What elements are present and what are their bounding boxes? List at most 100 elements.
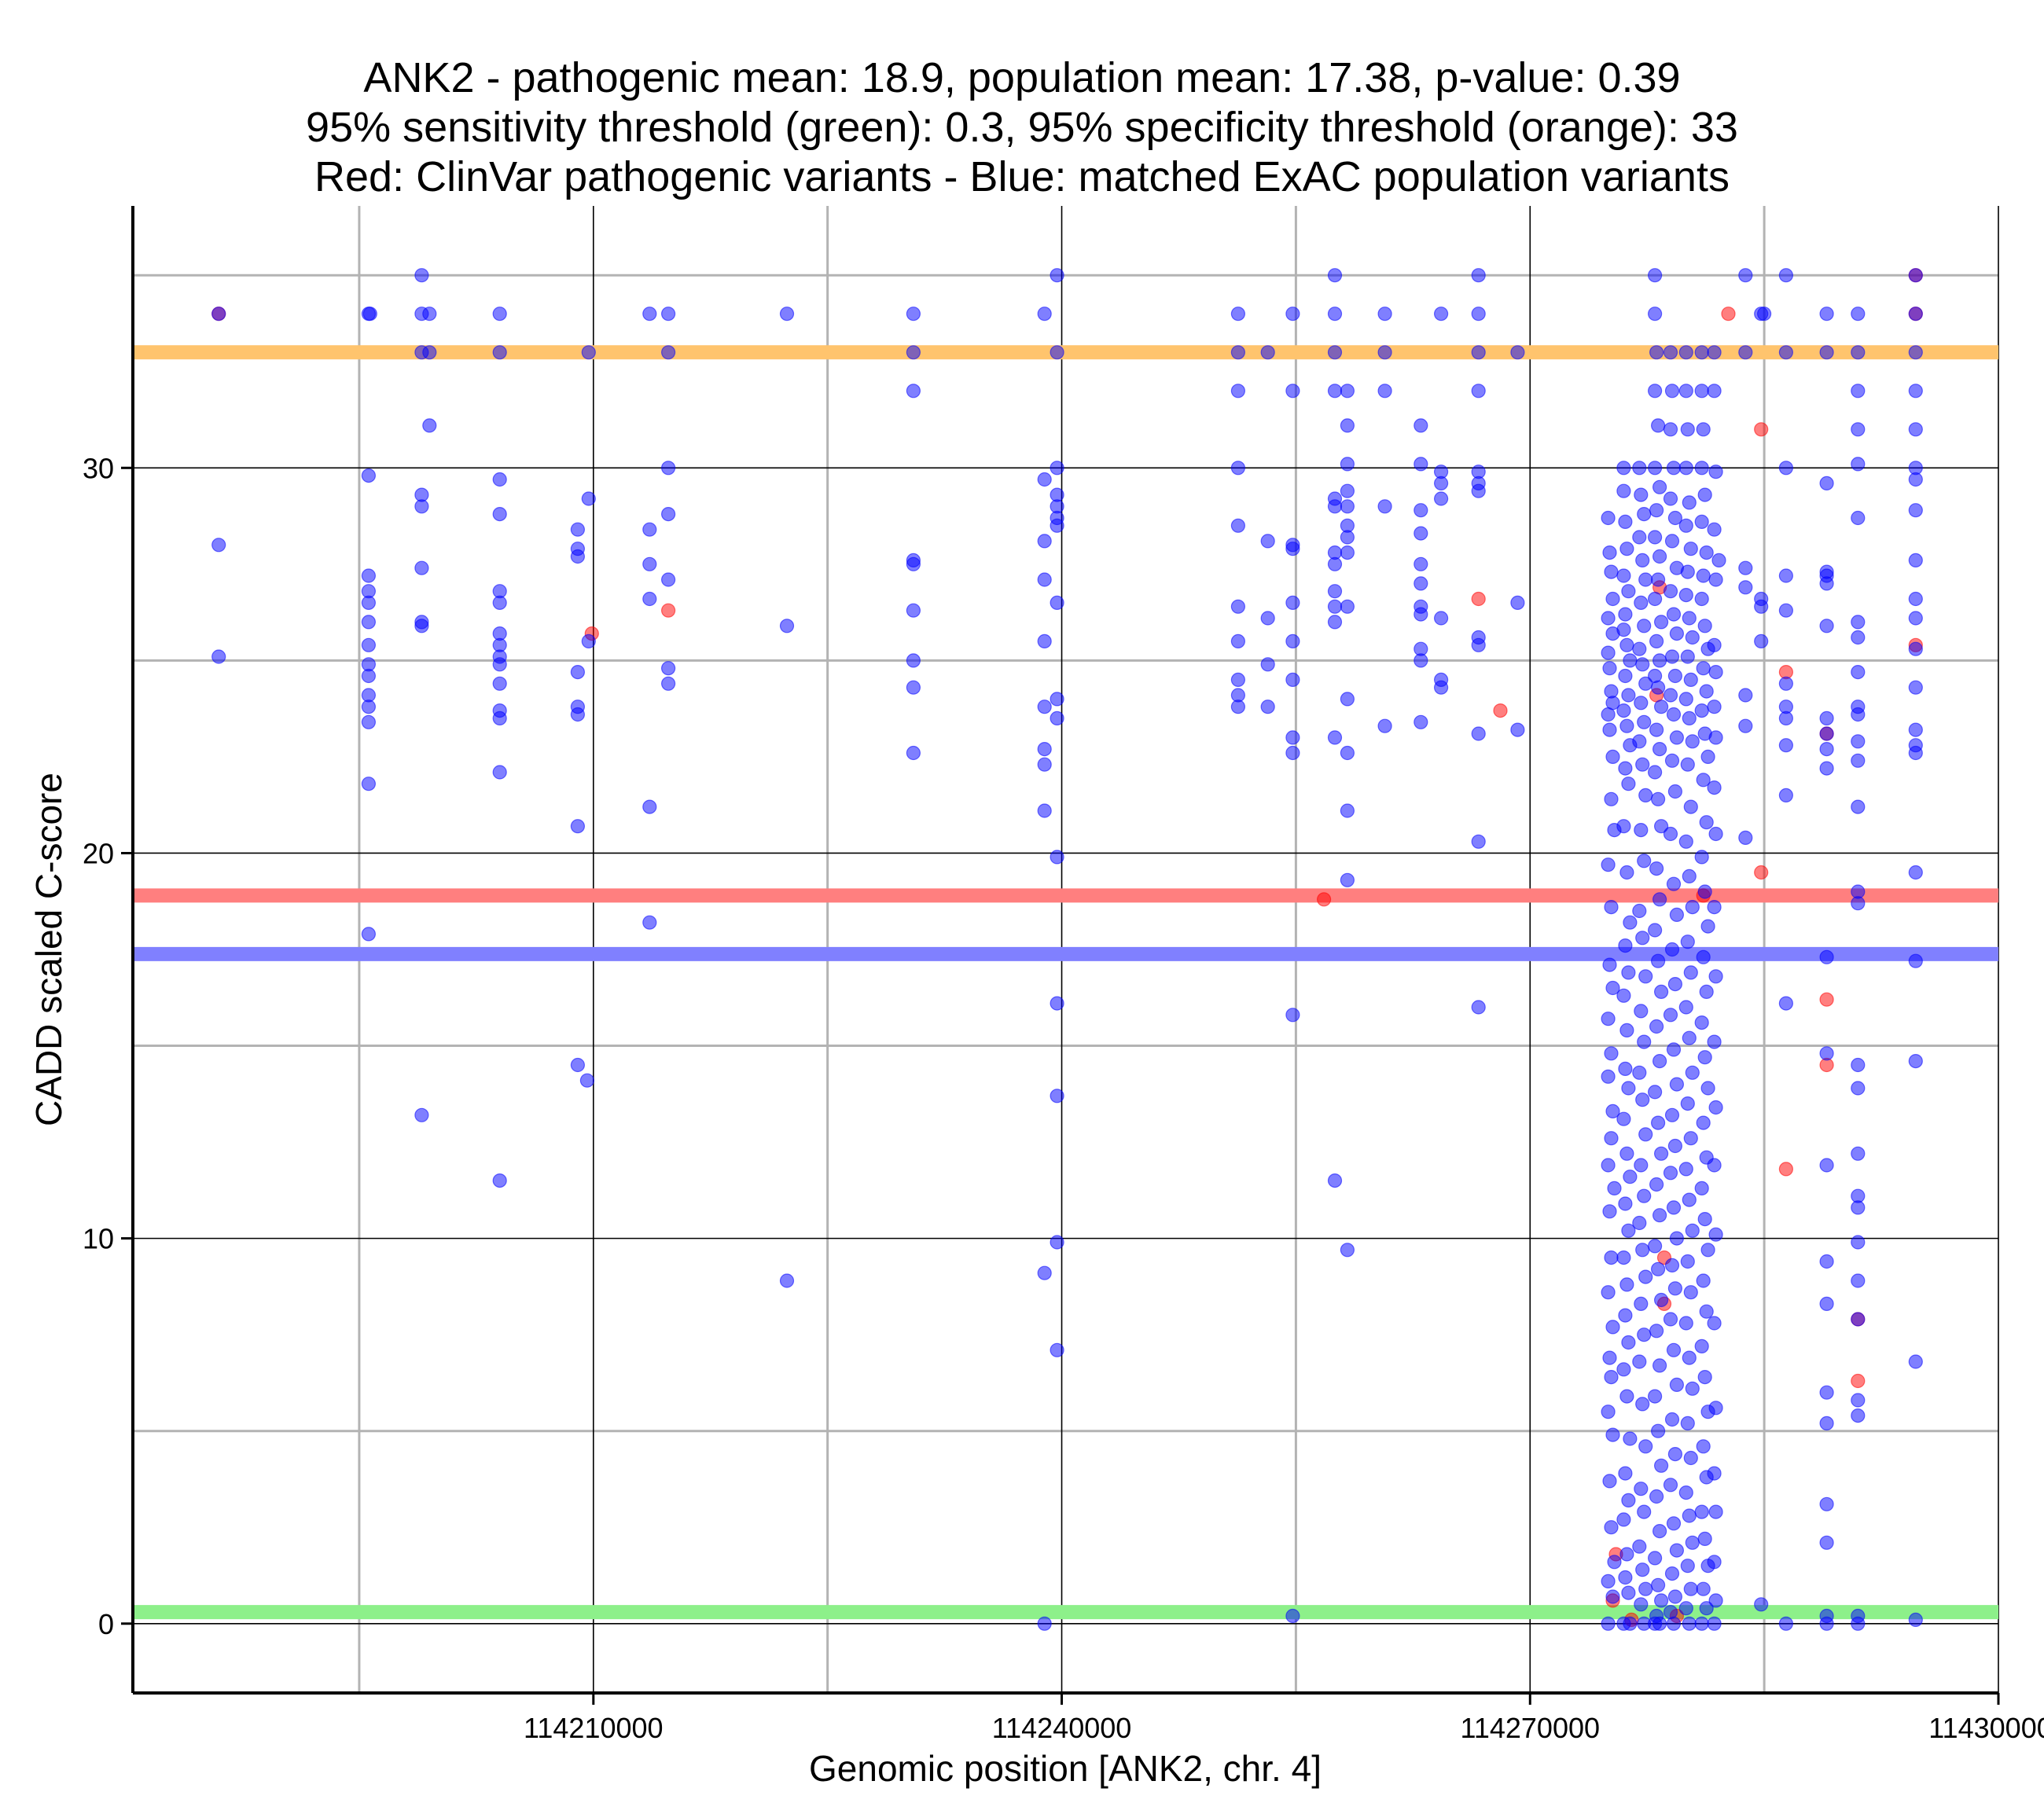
data-point: [1471, 345, 1486, 360]
data-point: [1707, 700, 1722, 714]
data-point: [1327, 615, 1343, 630]
data-point: [1694, 703, 1709, 718]
data-point: [1819, 741, 1834, 757]
data-point: [1694, 1181, 1709, 1196]
data-point: [1618, 514, 1633, 530]
data-point: [1632, 734, 1647, 749]
data-point: [1619, 1146, 1634, 1161]
data-point: [1616, 988, 1631, 1003]
data-point: [1638, 969, 1653, 984]
data-point: [1683, 799, 1698, 814]
data-point: [1510, 595, 1525, 611]
data-point: [1683, 1450, 1698, 1466]
data-point: [570, 707, 586, 722]
data-point: [1340, 499, 1355, 514]
data-point: [1637, 619, 1652, 633]
data-point: [1778, 996, 1793, 1011]
data-point: [1699, 545, 1714, 560]
data-point: [1632, 641, 1647, 656]
data-point: [1697, 619, 1712, 633]
data-point: [1414, 503, 1428, 518]
data-point: [1340, 872, 1355, 887]
data-point: [492, 506, 507, 522]
data-point: [1616, 622, 1631, 637]
data-point: [1652, 1208, 1667, 1223]
data-point: [1634, 822, 1649, 838]
data-point: [1738, 718, 1753, 733]
data-point: [1696, 773, 1711, 788]
axes: [131, 206, 1998, 1695]
data-point: [1605, 749, 1620, 765]
data-point: [1908, 722, 1923, 737]
data-point: [1654, 700, 1669, 714]
data-point: [1649, 861, 1664, 876]
data-point: [1037, 307, 1052, 321]
data-point: [1666, 461, 1682, 476]
data-point: [1621, 1081, 1636, 1096]
data-point: [492, 657, 507, 672]
data-point: [1738, 830, 1753, 846]
data-point: [1050, 692, 1064, 707]
data-point: [1601, 645, 1616, 660]
data-point: [1669, 1231, 1684, 1246]
data-point: [1621, 1335, 1636, 1350]
data-point: [1285, 384, 1300, 398]
data-point: [1699, 815, 1714, 830]
data-point: [642, 799, 657, 814]
data-point: [1680, 757, 1695, 772]
data-point: [660, 461, 676, 476]
data-point: [1694, 345, 1709, 360]
data-point: [1908, 641, 1923, 656]
data-point: [1433, 307, 1449, 321]
data-point: [1602, 1204, 1617, 1219]
data-point: [1634, 1004, 1649, 1019]
data-point: [1708, 1227, 1723, 1242]
chart-title-line-1: ANK2 - pathogenic mean: 18.9, population…: [363, 54, 1681, 101]
data-point: [1510, 345, 1525, 360]
data-point: [1605, 980, 1620, 996]
data-point: [1648, 1239, 1663, 1254]
data-point: [1663, 1312, 1678, 1327]
data-point: [1327, 345, 1343, 360]
data-point: [1037, 757, 1052, 772]
data-point: [1619, 542, 1634, 556]
data-point: [1908, 745, 1923, 761]
data-point: [492, 1173, 507, 1188]
data-point: [1669, 730, 1684, 745]
data-point: [1707, 1158, 1722, 1173]
data-point: [1648, 461, 1663, 476]
data-point: [1649, 1489, 1664, 1504]
data-point: [1851, 457, 1866, 472]
data-point: [1851, 345, 1866, 360]
data-point: [1666, 1042, 1682, 1057]
data-point: [1260, 534, 1275, 549]
data-point: [1285, 745, 1300, 761]
data-point: [906, 307, 921, 321]
data-point: [1285, 542, 1300, 556]
data-point: [1037, 472, 1052, 487]
data-point: [779, 1273, 795, 1288]
data-point: [1819, 1385, 1834, 1400]
data-point: [1683, 542, 1698, 556]
data-point: [361, 637, 376, 652]
data-point: [1819, 949, 1834, 964]
data-point: [1619, 1547, 1634, 1562]
data-point: [1663, 826, 1678, 842]
data-point: [1632, 903, 1647, 919]
data-point: [1778, 268, 1793, 283]
data-point: [1638, 788, 1653, 803]
data-point: [1708, 465, 1723, 479]
data-point: [1604, 1369, 1619, 1385]
data-point: [1819, 307, 1834, 321]
data-point: [1819, 1416, 1834, 1431]
data-point: [906, 653, 921, 668]
data-point: [1621, 584, 1636, 599]
data-point: [1819, 1158, 1834, 1173]
data-point: [1708, 664, 1723, 680]
data-point: [1635, 1397, 1650, 1412]
data-point: [1697, 1050, 1712, 1065]
data-point: [1908, 345, 1923, 360]
data-point: [1651, 1261, 1666, 1276]
data-point: [1654, 615, 1669, 630]
y-axis-label: CADD scaled C-score: [28, 773, 69, 1126]
